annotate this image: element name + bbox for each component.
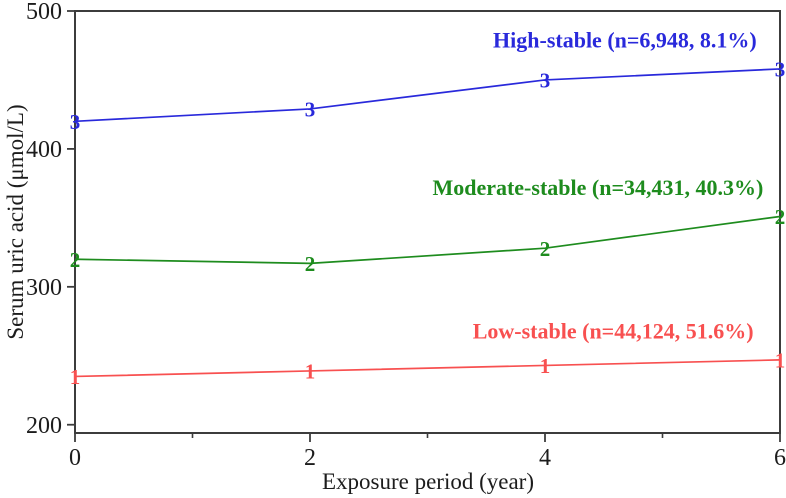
data-point-marker-low-stable: 1 (70, 365, 81, 389)
data-point-marker-low-stable: 1 (305, 360, 316, 384)
y-tick-label: 300 (26, 275, 62, 301)
y-tick-label: 500 (26, 0, 62, 25)
chart-plot-area: 200 300 400 500 0 2 4 6 3 3 3 3 High-stable (n=6,948… (26, 0, 786, 471)
y-axis-title: Serum uric acid (μmol/L) (3, 104, 28, 339)
series-line-low-stable (74, 359, 781, 378)
x-tick-label: 6 (774, 445, 786, 471)
x-tick-label: 4 (539, 445, 551, 471)
data-point-marker-high-stable: 3 (70, 110, 81, 134)
series-line-moderate-stable (74, 215, 781, 265)
x-tick-label: 0 (69, 445, 81, 471)
series-label-moderate-stable: Moderate-stable (n=34,431, 40.3%) (432, 175, 763, 200)
data-point-marker-high-stable: 3 (775, 57, 786, 81)
y-tick-label: 400 (26, 137, 62, 163)
x-axis-title: Exposure period (year) (322, 469, 534, 494)
data-point-marker-moderate-stable: 2 (775, 205, 786, 229)
series-label-high-stable: High-stable (n=6,948, 8.1%) (493, 27, 757, 52)
data-point-marker-low-stable: 1 (540, 354, 551, 378)
x-tick-label: 2 (304, 445, 316, 471)
series-label-low-stable: Low-stable (n=44,124, 51.6%) (473, 318, 754, 343)
data-point-marker-high-stable: 3 (305, 97, 316, 121)
data-point-marker-moderate-stable: 2 (540, 237, 551, 261)
data-point-marker-low-stable: 1 (775, 348, 786, 372)
data-point-marker-moderate-stable: 2 (305, 252, 316, 276)
data-point-marker-moderate-stable: 2 (70, 248, 81, 272)
series-line-high-stable (74, 68, 781, 123)
data-point-marker-high-stable: 3 (540, 69, 551, 93)
y-tick-label: 200 (26, 413, 62, 439)
